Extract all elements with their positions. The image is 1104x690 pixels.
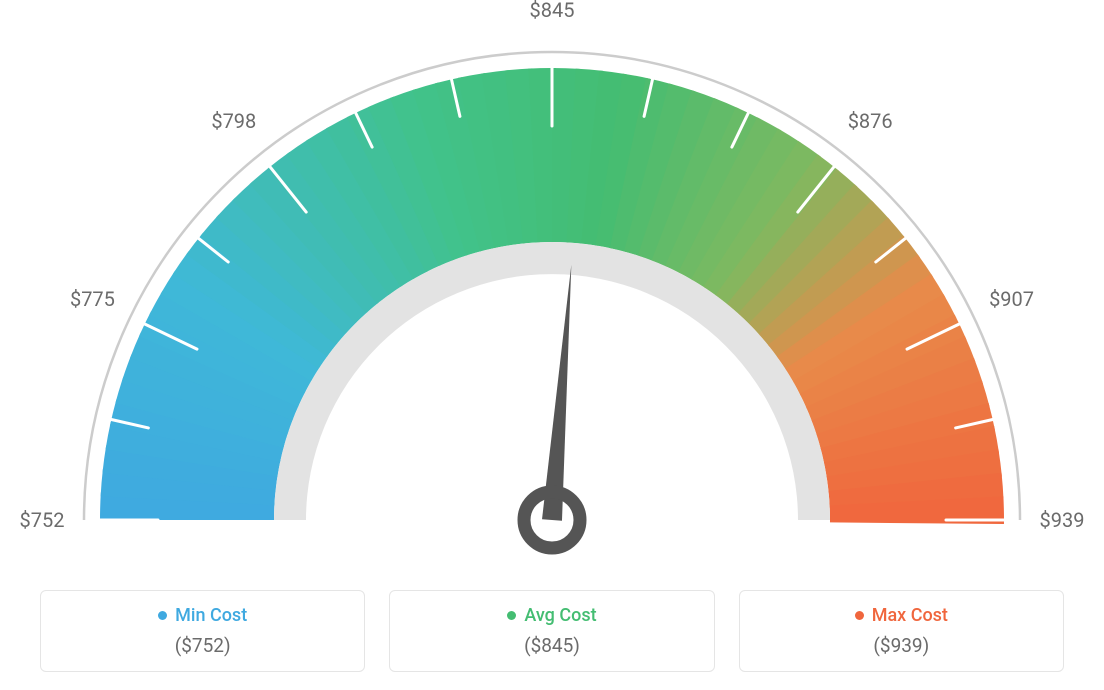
gauge-tick-label: $775 <box>70 287 115 311</box>
legend-value-max: ($939) <box>752 634 1051 657</box>
legend-card-min: Min Cost ($752) <box>40 590 365 672</box>
legend-title-avg: Avg Cost <box>524 605 596 626</box>
legend-card-max: Max Cost ($939) <box>739 590 1064 672</box>
gauge-tick-label: $845 <box>530 0 575 22</box>
gauge-svg <box>0 0 1104 560</box>
gauge-chart: $752 $775 $798 $845 $876 $907 $939 <box>0 0 1104 560</box>
legend-row: Min Cost ($752) Avg Cost ($845) Max Cost… <box>0 590 1104 672</box>
legend-title-max: Max Cost <box>872 605 948 626</box>
legend-dot-min <box>158 611 167 620</box>
legend-title-min: Min Cost <box>175 605 247 626</box>
gauge-tick-label: $939 <box>1040 508 1085 532</box>
gauge-tick-label: $752 <box>20 508 65 532</box>
gauge-tick-label: $798 <box>211 109 256 133</box>
legend-card-avg: Avg Cost ($845) <box>389 590 714 672</box>
gauge-tick-label: $876 <box>848 109 893 133</box>
legend-value-avg: ($845) <box>402 634 701 657</box>
gauge-tick-label: $907 <box>989 287 1034 311</box>
legend-value-min: ($752) <box>53 634 352 657</box>
legend-dot-max <box>855 611 864 620</box>
legend-dot-avg <box>507 611 516 620</box>
